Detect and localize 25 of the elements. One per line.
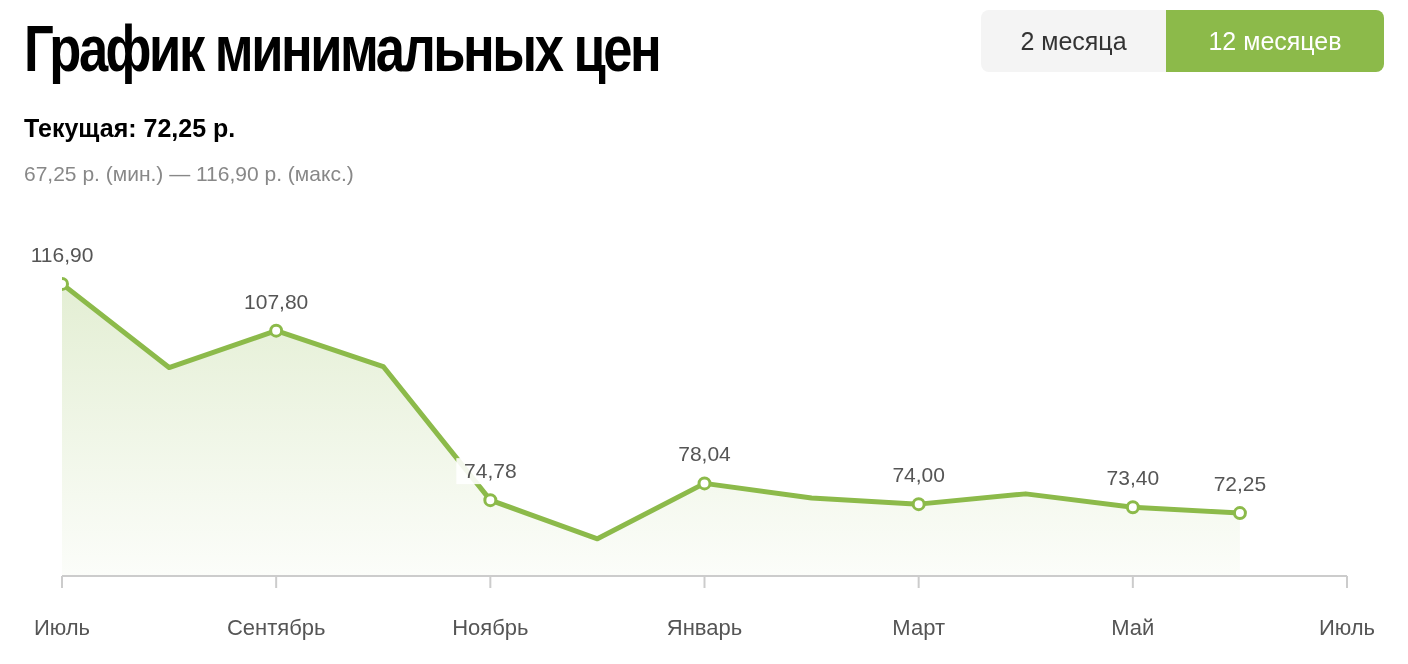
point bbox=[1125, 500, 1140, 515]
point bbox=[1232, 506, 1247, 521]
data-label: 116,90 bbox=[30, 242, 94, 266]
point bbox=[483, 493, 498, 508]
text: 67,25 р. (мин.) — 116,90 р. (макс.) bbox=[24, 162, 354, 186]
x-tick-label: Март bbox=[892, 615, 945, 640]
x-tick-label: Июль bbox=[1318, 615, 1376, 640]
point bbox=[911, 497, 926, 512]
data-label: 73,40 bbox=[1106, 466, 1160, 490]
text: 2 месяца bbox=[981, 10, 1166, 72]
data-label: 72,25 bbox=[1213, 472, 1267, 496]
x-tick-label: Ноябрь bbox=[452, 615, 529, 640]
point bbox=[269, 323, 284, 338]
point bbox=[697, 476, 712, 491]
x-tick-label: Сентябрь bbox=[226, 615, 326, 640]
data-label: 78,04 bbox=[678, 442, 732, 466]
data-label: 74,78 bbox=[464, 459, 517, 483]
chart-subtitle: Текущая: 72,25 р. bbox=[24, 114, 236, 143]
x-tick-label: Июль bbox=[33, 615, 91, 640]
text: 12 месяцев bbox=[1166, 10, 1384, 72]
data-label: 74,00 bbox=[892, 463, 945, 487]
data-label: 107,80 bbox=[244, 289, 309, 313]
x-tick-label: Май bbox=[1111, 615, 1155, 640]
x-tick-label: Январь bbox=[666, 615, 743, 640]
chart-title: График минимальных цен bbox=[24, 12, 660, 86]
